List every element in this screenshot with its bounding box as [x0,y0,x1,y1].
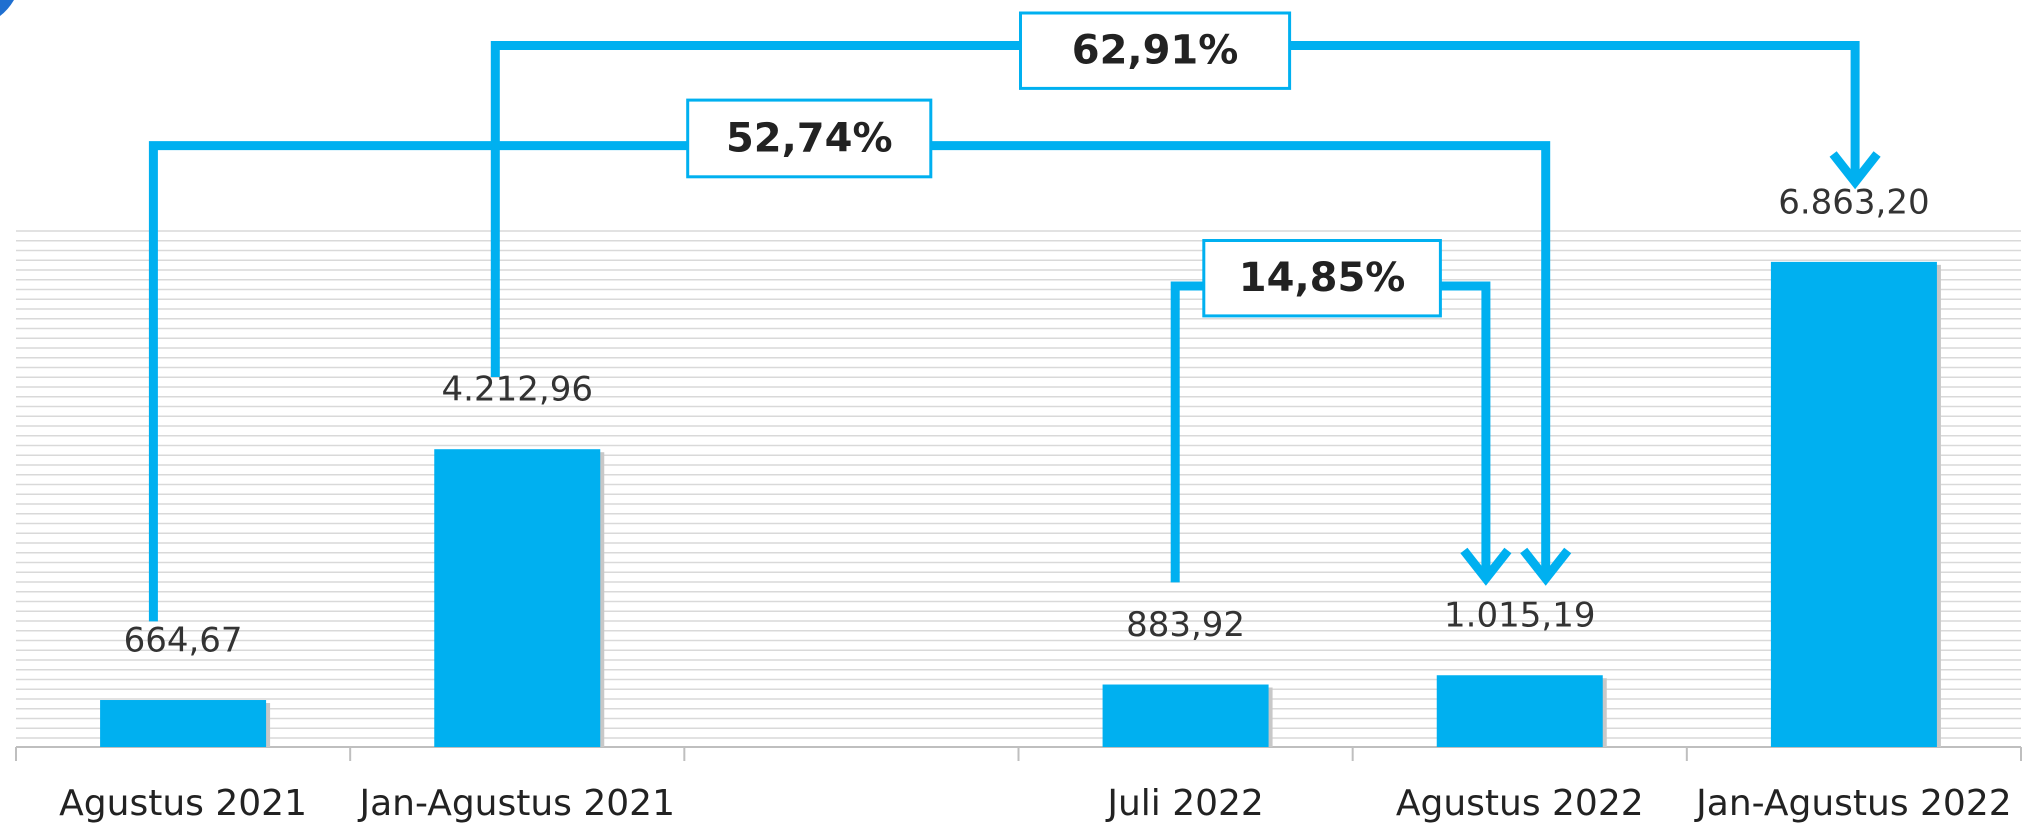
corner-decoration [0,0,14,16]
annotation-box [1019,11,1292,90]
connector [148,141,1551,622]
x-tick-label: Jan-Agustus 2021 [358,783,676,824]
bar [1436,675,1603,747]
arrow-head [1829,151,1881,190]
bar [434,449,601,747]
connector [1170,281,1491,583]
x-tick-label: Juli 2022 [1105,783,1264,824]
value-label: 664,67 [124,621,243,661]
annotation: 52,74% [726,115,893,161]
arrow-head [1520,547,1572,586]
x-tick-label: Jan-Agustus 2022 [1694,783,2012,824]
x-tick-label: Agustus 2022 [1396,783,1644,824]
value-label: 1.015,19 [1444,596,1595,636]
annotation: 62,91% [1072,28,1239,74]
annotation-box [1202,239,1442,318]
arrow-head [1460,547,1512,586]
value-label: 883,92 [1126,605,1245,645]
annotation-box [686,98,933,179]
x-tick-label: Agustus 2021 [59,783,307,824]
annotation: 14,85% [1239,255,1406,301]
value-label: 6.863,20 [1778,182,1929,222]
value-label: 4.212,96 [442,370,593,410]
bar [100,700,267,747]
bar [1770,261,1937,747]
bar [1102,684,1269,747]
